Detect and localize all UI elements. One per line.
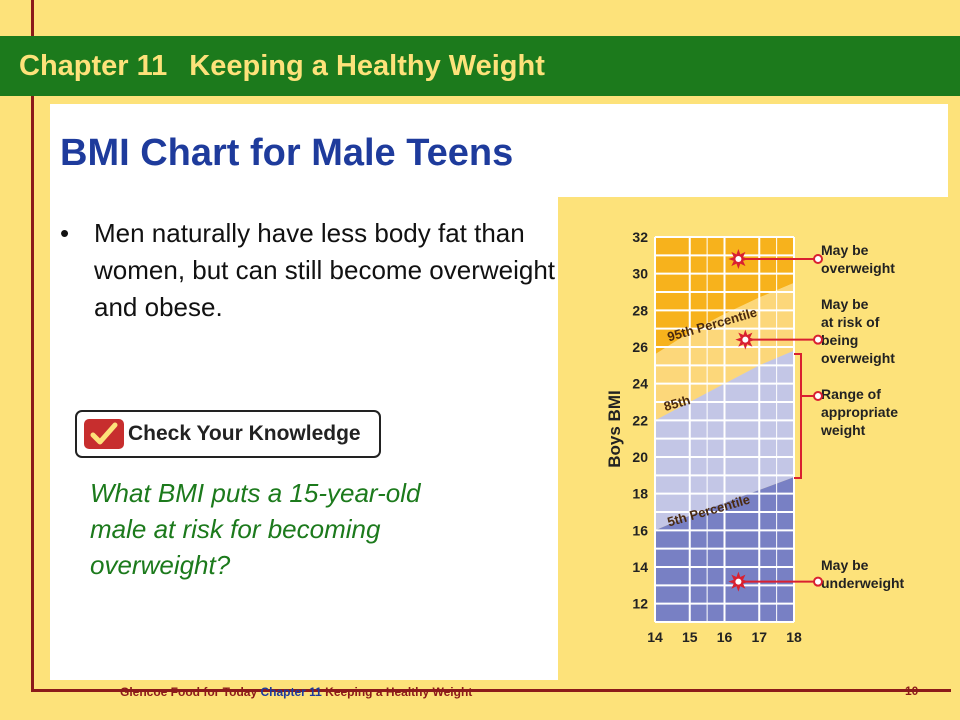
y-tick-label: 14	[632, 559, 648, 575]
annotation-line: weight	[820, 422, 866, 438]
question-text: What BMI puts a 15-year-old male at risk…	[90, 478, 421, 580]
bullet-text: Men naturally have less body fat than wo…	[94, 218, 556, 322]
annotation-line: underweight	[821, 575, 905, 591]
annotation-line: overweight	[821, 260, 895, 276]
y-tick-label: 12	[632, 596, 648, 612]
x-tick-label: 15	[682, 629, 698, 645]
bmi-chart: 12 14 16 18 20 22 24 26 28 30 32 14 15 16 17 18 Boys BMI…	[558, 197, 948, 680]
annotation-line: overweight	[821, 350, 895, 366]
annotation-dot	[813, 254, 823, 264]
y-tick-label: 22	[632, 412, 648, 428]
annotation-line: appropriate	[821, 404, 898, 420]
starburst-icon-center	[735, 578, 742, 585]
annotation-dot	[813, 576, 823, 587]
frame-bottom-line	[31, 689, 951, 692]
check-your-knowledge-badge: Check Your Knowledge	[75, 410, 381, 458]
bmi-chart-svg: 12 14 16 18 20 22 24 26 28 30 32 14 15 16 17 18 Boys BMI…	[558, 197, 948, 680]
y-tick-label: 32	[632, 229, 648, 245]
x-tick-label: 14	[647, 629, 663, 645]
y-tick-label: 30	[632, 266, 648, 282]
bullet-marker: •	[60, 218, 70, 248]
check-mark-icon	[84, 419, 124, 449]
chapter-title: Keeping a Healthy Weight	[189, 49, 545, 82]
slide-title: BMI Chart for Male Teens	[60, 132, 514, 174]
y-tick-label: 26	[632, 339, 648, 355]
y-tick-label: 24	[632, 376, 648, 392]
y-tick-label: 16	[632, 522, 648, 538]
annotation-line: May be	[821, 296, 869, 312]
page-number: 10	[905, 684, 919, 698]
chapter-number: Chapter 11	[19, 49, 168, 82]
footer-book: Glencoe Food for Today	[120, 685, 261, 699]
starburst-icon-center	[742, 336, 749, 343]
annotation-line: being	[821, 332, 858, 348]
annotation-dot	[813, 391, 823, 401]
starburst-icon-center	[735, 256, 742, 262]
annotation-line: May be	[821, 242, 869, 258]
footer-title: Keeping a Healthy Weight	[325, 685, 473, 699]
footer-credit: Glencoe Food for Today Chapter 11 Keepin…	[120, 685, 472, 699]
x-tick-label: 16	[717, 629, 733, 645]
y-tick-label: 20	[632, 449, 648, 465]
y-tick-label: 28	[632, 302, 648, 318]
annotation-dot	[813, 334, 823, 345]
y-tick-label: 18	[632, 486, 648, 502]
chapter-header: Chapter 11 Keeping a Healthy Weight	[0, 36, 960, 96]
annotation-line: Range of	[821, 386, 881, 402]
band-label-85th: 85th	[662, 392, 692, 414]
check-your-knowledge-label: Check Your Knowledge	[128, 422, 361, 445]
x-tick-label: 18	[786, 629, 802, 645]
footer-chapter: Chapter 11	[260, 685, 326, 699]
frame-left-line	[31, 0, 34, 692]
y-axis-label: Boys BMI	[605, 390, 624, 467]
range-bracket	[794, 353, 802, 479]
annotation-line: May be	[821, 557, 869, 573]
annotation-line: at risk of	[821, 314, 880, 330]
x-tick-label: 17	[751, 629, 767, 645]
